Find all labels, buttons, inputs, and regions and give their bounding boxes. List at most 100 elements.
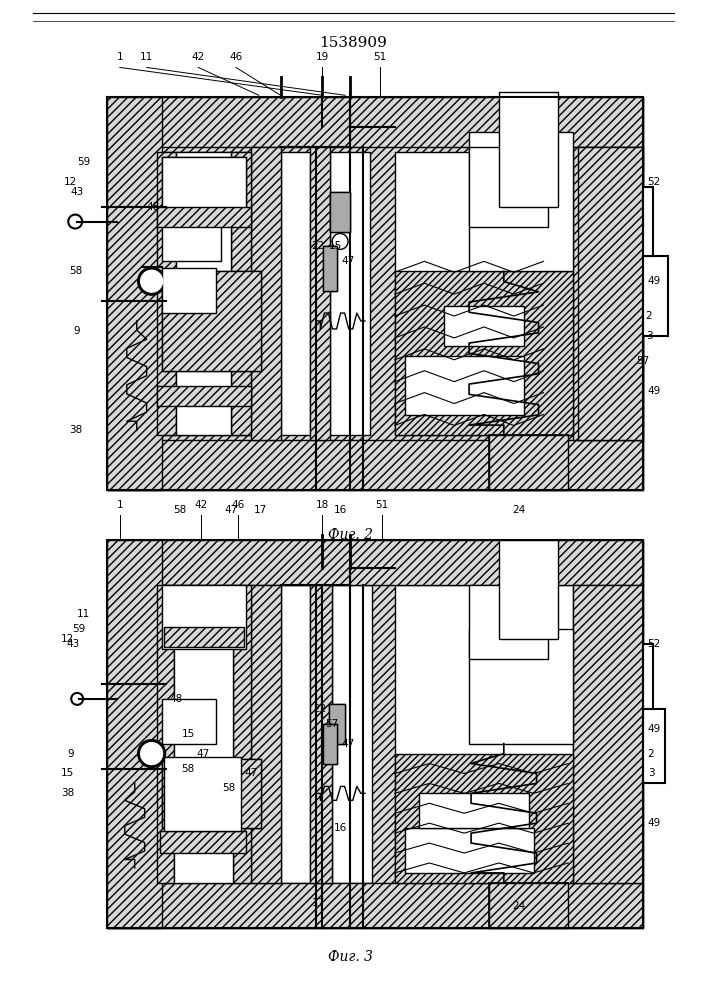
Bar [161, 212, 221, 261]
Text: 3: 3 [645, 331, 653, 341]
Bar [161, 759, 261, 828]
Circle shape [141, 270, 163, 292]
Circle shape [141, 743, 163, 765]
Text: 18: 18 [315, 500, 329, 510]
Text: 16: 16 [334, 823, 346, 833]
Bar [404, 828, 534, 873]
Bar [161, 157, 246, 217]
Text: 59: 59 [77, 157, 90, 167]
Text: 24: 24 [512, 901, 525, 911]
Bar [107, 97, 643, 490]
Bar [163, 627, 244, 647]
Bar [156, 386, 251, 406]
Bar [578, 147, 643, 440]
Text: 2: 2 [645, 311, 653, 321]
Bar [107, 540, 643, 585]
Bar [281, 152, 310, 435]
Text: 49: 49 [648, 724, 661, 734]
Bar [643, 644, 653, 709]
Text: 12: 12 [61, 634, 74, 644]
Bar [175, 585, 233, 883]
Bar [469, 629, 573, 744]
Text: 42: 42 [192, 52, 205, 62]
Bar [310, 585, 332, 883]
Bar [643, 256, 667, 336]
Text: Фиг. 2: Фиг. 2 [327, 528, 373, 542]
Bar [395, 271, 573, 435]
Text: 1: 1 [117, 52, 123, 62]
Text: 43: 43 [71, 187, 84, 197]
Bar [469, 585, 549, 659]
Text: 15: 15 [61, 768, 74, 778]
Bar [444, 306, 524, 346]
Text: 47: 47 [341, 739, 355, 749]
Bar [499, 92, 559, 207]
Bar [107, 540, 643, 928]
Bar [107, 97, 643, 490]
Bar [573, 147, 643, 440]
Text: 43: 43 [67, 639, 80, 649]
Bar [573, 585, 643, 883]
Bar [643, 709, 665, 783]
Text: 11: 11 [77, 609, 90, 619]
Text: 48: 48 [146, 202, 160, 212]
Bar [329, 704, 345, 744]
Bar [231, 152, 251, 435]
Bar [107, 540, 161, 928]
Bar [281, 585, 310, 883]
Bar [161, 271, 261, 371]
Text: 2: 2 [648, 749, 654, 759]
Text: 47: 47 [244, 768, 257, 778]
Bar [332, 585, 372, 883]
Bar [404, 356, 524, 415]
Text: 17: 17 [254, 505, 267, 515]
Bar [251, 585, 281, 883]
Text: 58: 58 [223, 783, 235, 793]
Text: 9: 9 [68, 749, 74, 759]
Bar [161, 759, 261, 828]
Text: 3: 3 [648, 768, 654, 778]
Text: 46: 46 [229, 52, 243, 62]
Bar [161, 268, 216, 313]
Bar [323, 246, 337, 291]
Text: 47: 47 [341, 256, 355, 266]
Text: 15: 15 [182, 729, 194, 739]
Text: 58: 58 [69, 266, 82, 276]
Bar [156, 152, 251, 435]
Bar [156, 207, 251, 227]
Bar [329, 704, 345, 744]
Bar [323, 724, 337, 764]
Bar [469, 132, 573, 271]
Bar [107, 540, 643, 928]
Text: 9: 9 [74, 326, 80, 336]
Text: 12: 12 [64, 177, 77, 187]
Bar [643, 187, 653, 256]
Bar [161, 699, 216, 744]
Bar [499, 540, 559, 639]
Bar [489, 883, 568, 928]
Bar [107, 440, 643, 490]
Text: 19: 19 [315, 52, 329, 62]
Text: 58: 58 [182, 764, 194, 774]
Bar [160, 831, 246, 853]
Bar [165, 757, 241, 831]
Bar [233, 585, 251, 883]
Bar [251, 147, 281, 440]
Bar [323, 724, 337, 764]
Text: 49: 49 [648, 818, 661, 828]
Bar [469, 147, 549, 227]
Bar [156, 585, 175, 883]
Text: 17: 17 [312, 898, 325, 908]
Bar [330, 152, 370, 435]
Text: 52: 52 [648, 639, 661, 649]
Bar [395, 152, 578, 435]
Text: 15: 15 [329, 241, 341, 251]
Text: 47: 47 [224, 505, 238, 515]
Text: 59: 59 [72, 624, 85, 634]
Bar [177, 152, 231, 435]
Bar [310, 147, 330, 440]
Text: Фиг. 3: Фиг. 3 [327, 950, 373, 964]
Bar [107, 883, 643, 928]
Text: 48: 48 [170, 694, 182, 704]
Text: 49: 49 [648, 276, 661, 286]
